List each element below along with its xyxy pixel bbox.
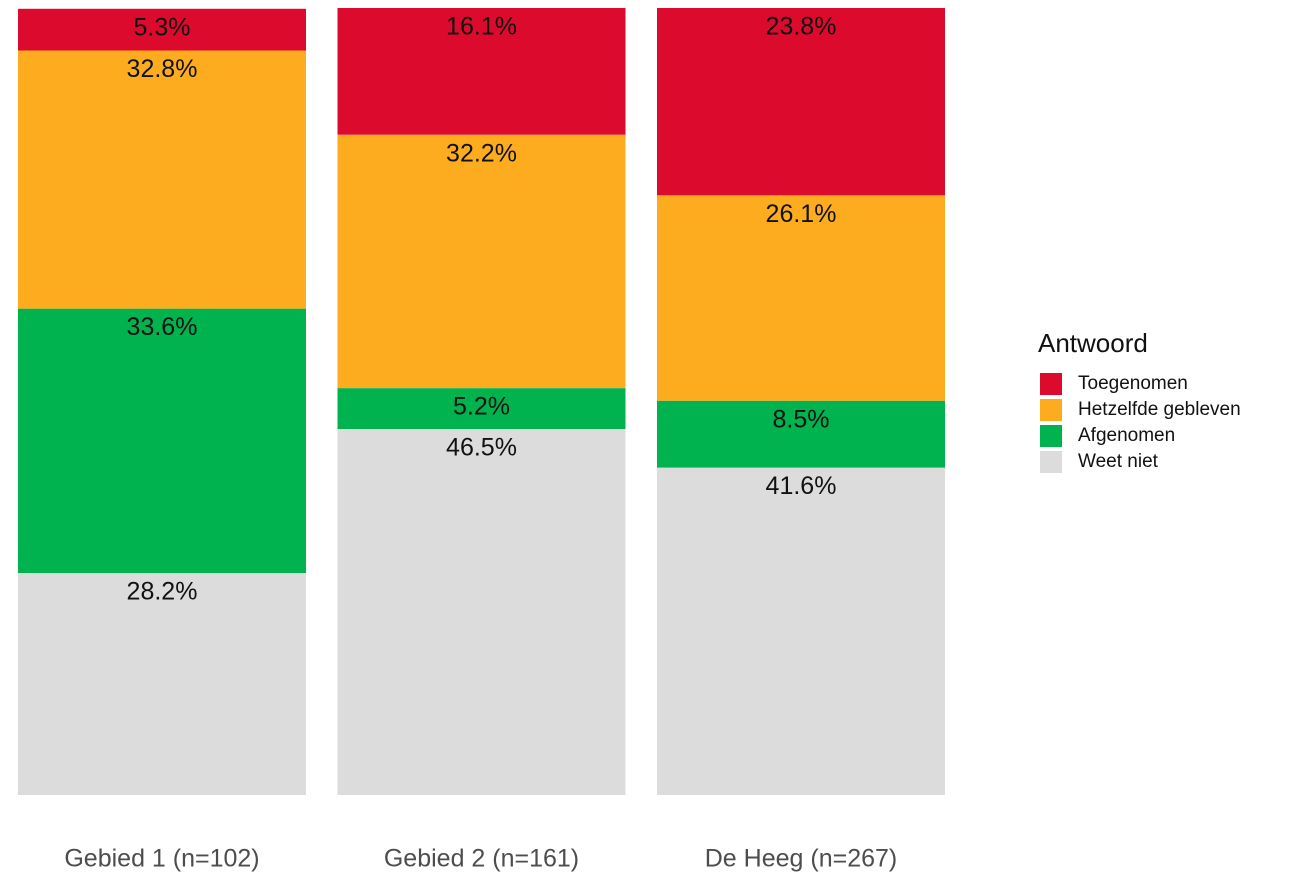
data-label: 5.2% <box>453 393 510 421</box>
data-label: 32.8% <box>127 55 198 83</box>
legend-key <box>1040 399 1062 421</box>
bar-segment <box>18 8 306 51</box>
data-label: 8.5% <box>773 405 830 433</box>
bar-segment <box>337 8 626 135</box>
data-label: 23.8% <box>766 13 837 41</box>
legend-label: Toegenomen <box>1078 373 1188 394</box>
bar-segment <box>337 388 626 430</box>
data-label: 32.2% <box>446 139 517 167</box>
x-tick-label: Gebied 1 (n=102) <box>64 845 259 873</box>
data-label: 28.2% <box>127 578 198 606</box>
bar-segment <box>657 400 945 468</box>
data-label: 41.6% <box>766 472 837 500</box>
data-label: 16.1% <box>446 13 517 41</box>
data-label: 46.5% <box>446 434 517 462</box>
bar-segment <box>337 429 626 795</box>
data-label: 5.3% <box>134 13 191 41</box>
bar-segment <box>657 467 945 795</box>
legend-label: Hetzelfde gebleven <box>1078 399 1241 420</box>
bar-segment <box>337 134 626 389</box>
data-label: 33.6% <box>127 313 198 341</box>
x-tick-label: Gebied 2 (n=161) <box>384 845 579 873</box>
legend-key <box>1040 451 1062 473</box>
bar-segment <box>657 195 945 401</box>
x-tick-label: De Heeg (n=267) <box>705 845 897 873</box>
bar-segment <box>657 8 945 196</box>
data-label: 26.1% <box>766 200 837 228</box>
legend-label: Afgenomen <box>1078 425 1175 446</box>
legend-key <box>1040 425 1062 447</box>
bar-segment <box>18 573 306 795</box>
legend-key <box>1040 373 1062 395</box>
bar-segment <box>18 50 306 309</box>
bar-segment <box>18 308 306 574</box>
legend-title: Antwoord <box>1038 328 1148 358</box>
legend-label: Weet niet <box>1078 451 1159 472</box>
